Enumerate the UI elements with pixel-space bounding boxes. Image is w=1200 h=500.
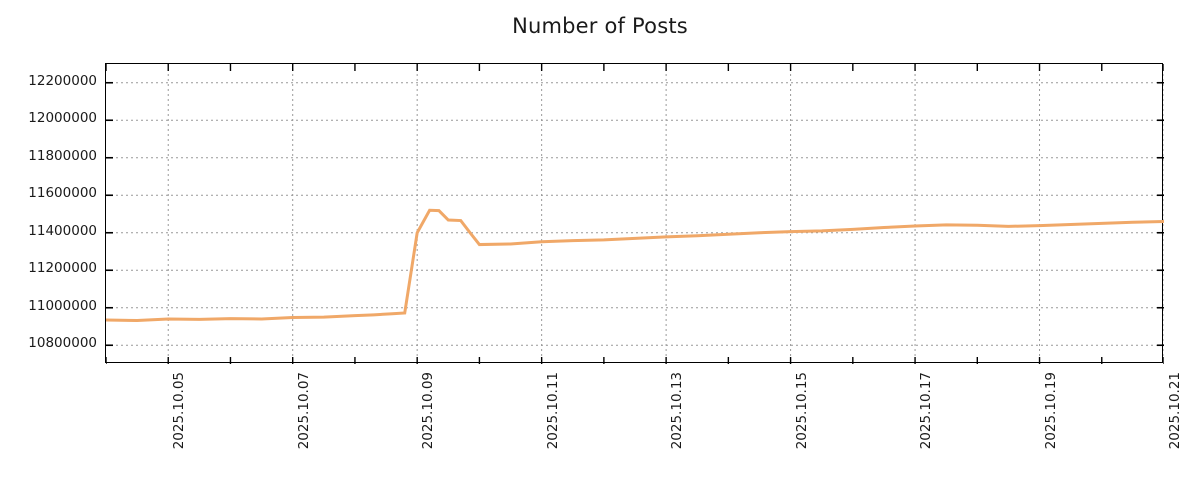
- y-axis-tick-label: 11200000: [28, 260, 97, 277]
- x-axis-tick-label: 2025.10.15: [793, 372, 810, 450]
- y-axis-tick-label: 11400000: [28, 222, 97, 239]
- x-axis-tick-label: 2025.10.09: [420, 372, 437, 450]
- plot-area: [105, 63, 1164, 364]
- y-axis-tick-label: 12000000: [28, 110, 97, 127]
- x-axis-tick-label: 2025.10.11: [544, 372, 561, 450]
- y-axis-tick-label: 12200000: [28, 72, 97, 89]
- plot-svg: [106, 64, 1164, 364]
- top-axis-ticks: [106, 64, 1164, 71]
- x-axis-tick-label: 2025.10.21: [1167, 372, 1183, 450]
- bottom-axis-ticks: [106, 357, 1164, 364]
- y-axis-tick-label: 11800000: [28, 147, 97, 164]
- x-axis-tick-label: 2025.10.07: [295, 372, 312, 450]
- y-axis-tick-label: 10800000: [28, 335, 97, 352]
- left-axis-ticks: [106, 81, 1164, 347]
- x-axis-tick-label: 2025.10.13: [669, 372, 686, 450]
- x-axis-tick-label: 2025.10.19: [1042, 372, 1059, 450]
- y-axis-tick-label: 11000000: [28, 297, 97, 314]
- posts-series-line: [106, 208, 1164, 323]
- chart-title: Number of Posts: [512, 14, 688, 38]
- y-axis-tick-labels: 10800000 11000000 11200000 11400000 11600000…: [0, 0, 97, 500]
- vertical-gridlines: [167, 64, 1164, 364]
- x-axis-tick-label: 2025.10.17: [918, 372, 935, 450]
- horizontal-gridlines: [106, 82, 1164, 346]
- y-axis-tick-label: 11600000: [28, 185, 97, 202]
- x-axis-tick-label: 2025.10.05: [171, 372, 188, 450]
